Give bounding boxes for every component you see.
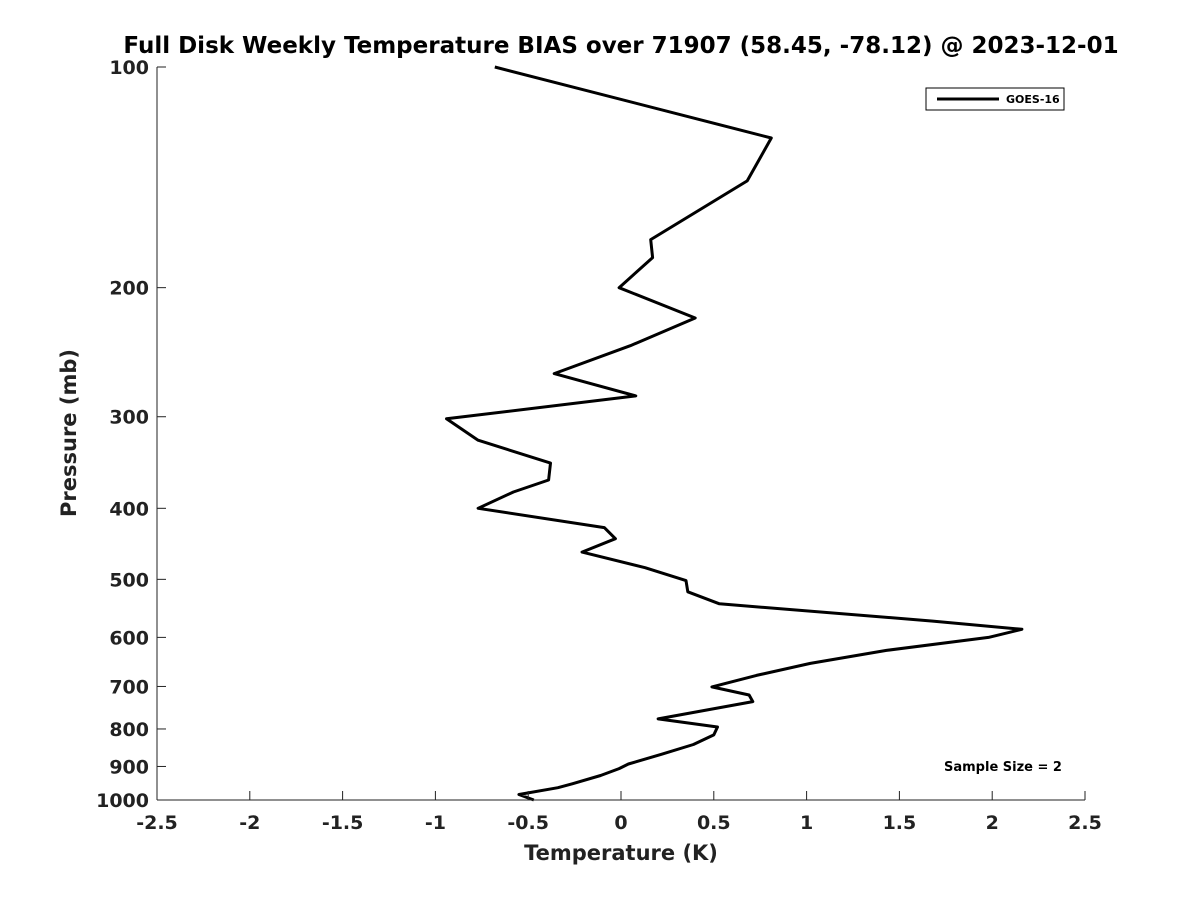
y-tick-label: 100 (109, 57, 149, 79)
y-tick-label: 600 (109, 627, 149, 649)
x-axis-label: Temperature (K) (524, 841, 718, 865)
y-tick-label: 300 (109, 407, 149, 429)
x-tick-label: 1.5 (883, 812, 917, 834)
y-tick-label: 200 (109, 278, 149, 300)
y-tick-label: 1000 (96, 790, 149, 812)
y-tick-label: 500 (109, 569, 149, 591)
y-ticks: 100 200 300 400 500 600 700 800 900 1000 (96, 57, 166, 812)
legend: GOES-16 (925, 87, 1065, 111)
series-line-goes-16 (445, 65, 1024, 802)
y-tick-label: 700 (109, 676, 149, 698)
chart-title: Full Disk Weekly Temperature BIAS over 7… (123, 33, 1118, 59)
x-tick-label: -2.5 (136, 812, 178, 834)
x-tick-label: 2.5 (1068, 812, 1102, 834)
x-tick-label: 1 (800, 812, 813, 834)
x-tick-label: 0 (614, 812, 627, 834)
x-tick-label: -0.5 (507, 812, 549, 834)
x-ticks: -2.5 -2 -1.5 -1 -0.5 0 0.5 1 1.5 2 2.5 (136, 791, 1102, 834)
x-tick-label: -1.5 (322, 812, 364, 834)
y-tick-label: 400 (109, 498, 149, 520)
x-tick-label: 0.5 (697, 812, 731, 834)
y-tick-label: 900 (109, 756, 149, 778)
x-tick-label: 2 (986, 812, 999, 834)
legend-label-goes-16: GOES-16 (1006, 93, 1060, 106)
x-tick-label: -1 (425, 812, 446, 834)
y-axis-label: Pressure (mb) (57, 349, 81, 517)
axes (156, 67, 1085, 801)
plot-area (445, 65, 1024, 802)
x-tick-label: -2 (239, 812, 260, 834)
sample-size-annotation: Sample Size = 2 (944, 760, 1062, 775)
y-tick-label: 800 (109, 719, 149, 741)
